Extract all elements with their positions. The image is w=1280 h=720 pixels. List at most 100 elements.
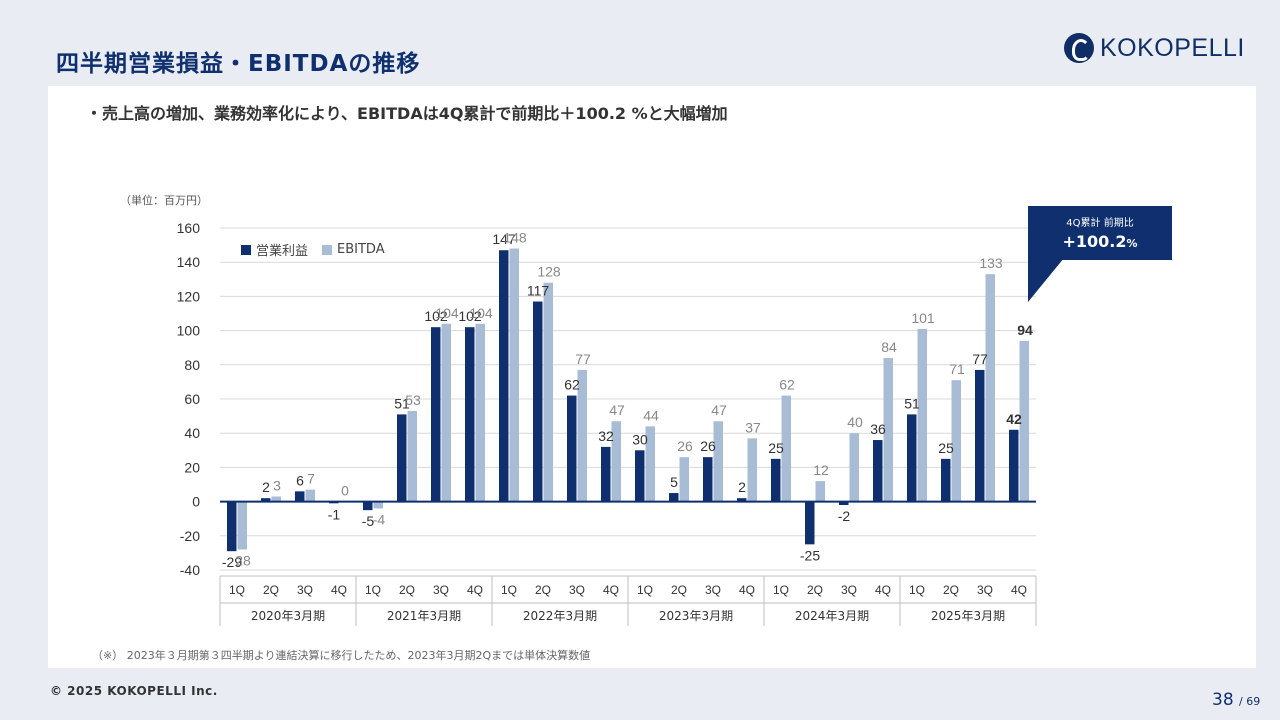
bar-operating-profit xyxy=(533,301,543,502)
bar-operating-profit xyxy=(601,446,611,502)
year-group-label: 2021年3月期 xyxy=(387,609,461,623)
data-label-operating-profit: -29 xyxy=(222,554,242,570)
page-current: 38 xyxy=(1212,690,1234,710)
x-tick-label: 4Q xyxy=(603,583,619,597)
data-label-operating-profit: 2 xyxy=(262,479,270,495)
x-tick-label: 3Q xyxy=(841,583,857,597)
data-label-ebitda: -4 xyxy=(373,511,386,527)
year-group-label: 2023年3月期 xyxy=(659,609,733,623)
data-label-operating-profit: 25 xyxy=(938,440,954,456)
bar-operating-profit xyxy=(839,501,849,506)
data-label-operating-profit: 147 xyxy=(492,231,516,247)
data-label-ebitda: 71 xyxy=(949,361,965,377)
data-label-operating-profit: 51 xyxy=(904,395,920,411)
bar-operating-profit xyxy=(1009,429,1019,502)
data-label-operating-profit: 51 xyxy=(394,395,410,411)
y-tick-label: -20 xyxy=(180,528,200,544)
page-number: 38 / 69 xyxy=(1212,690,1260,710)
legend-item-ebitda: EBITDA xyxy=(322,242,385,257)
bar-ebitda xyxy=(815,481,825,502)
data-label-operating-profit: 6 xyxy=(296,472,304,488)
callout-caption: 4Q累計 前期比 xyxy=(1066,218,1134,229)
bar-ebitda xyxy=(543,282,553,502)
data-label-operating-profit: 36 xyxy=(870,421,886,437)
bar-ebitda xyxy=(645,426,655,502)
data-label-operating-profit: -5 xyxy=(362,513,375,529)
x-tick-label: 2Q xyxy=(399,583,415,597)
bar-ebitda xyxy=(747,438,757,502)
data-label-operating-profit: 5 xyxy=(670,474,678,490)
y-tick-label: 100 xyxy=(177,323,201,339)
bar-ebitda xyxy=(373,501,383,509)
bar-operating-profit xyxy=(703,457,713,502)
bar-ebitda xyxy=(679,457,689,502)
bar-operating-profit xyxy=(397,414,407,502)
data-label-operating-profit: 2 xyxy=(738,479,746,495)
year-group-label: 2020年3月期 xyxy=(251,609,325,623)
data-label-ebitda: 44 xyxy=(643,407,659,423)
bar-ebitda xyxy=(271,496,281,502)
footnote: （※） 2023年３月期第３四半期より連結決算に移行したため、2023年3月期2… xyxy=(92,649,591,662)
copyright: © 2025 KOKOPELLI Inc. xyxy=(50,684,218,698)
x-tick-label: 1Q xyxy=(229,583,245,597)
page-title: 四半期営業損益・EBITDAの推移 xyxy=(56,51,421,77)
x-tick-label: 4Q xyxy=(875,583,891,597)
bar-ebitda xyxy=(577,369,587,502)
growth-callout: 4Q累計 前期比 +100.2% xyxy=(1028,206,1172,260)
x-tick-label: 3Q xyxy=(569,583,585,597)
x-tick-label: 4Q xyxy=(331,583,347,597)
data-label-ebitda: 104 xyxy=(469,305,493,321)
bar-ebitda xyxy=(951,380,961,502)
data-label-operating-profit: 25 xyxy=(768,440,784,456)
data-label-operating-profit: 62 xyxy=(564,377,580,393)
data-label-ebitda: 26 xyxy=(677,438,693,454)
page-total: / 69 xyxy=(1239,695,1261,708)
data-label-ebitda: 133 xyxy=(979,255,1003,271)
y-tick-label: 60 xyxy=(184,391,200,407)
data-label-ebitda: 148 xyxy=(503,230,527,246)
bar-operating-profit xyxy=(261,498,271,502)
x-tick-label: 4Q xyxy=(739,583,755,597)
data-label-ebitda: 94 xyxy=(1017,322,1033,338)
x-tick-label: 2Q xyxy=(943,583,959,597)
x-tick-label: 2Q xyxy=(263,583,279,597)
data-label-ebitda: 7 xyxy=(307,471,315,487)
bar-operating-profit xyxy=(771,458,781,502)
x-tick-label: 4Q xyxy=(467,583,483,597)
data-label-operating-profit: 102 xyxy=(424,308,448,324)
y-tick-label: -40 xyxy=(180,562,200,578)
callout-unit: % xyxy=(1126,237,1138,250)
bar-ebitda xyxy=(883,357,893,502)
logo-text: KOKOPELLI xyxy=(1100,33,1245,62)
x-tick-label: 3Q xyxy=(297,583,313,597)
data-label-ebitda: 37 xyxy=(745,419,761,435)
bar-operating-profit xyxy=(499,250,509,502)
data-label-ebitda: 101 xyxy=(911,310,935,326)
content-panel xyxy=(48,86,1256,668)
y-tick-label: 40 xyxy=(184,425,200,441)
bar-operating-profit xyxy=(635,450,645,502)
callout-value: +100.2% xyxy=(1028,232,1172,251)
data-label-ebitda: 40 xyxy=(847,414,863,430)
bar-operating-profit xyxy=(737,498,747,502)
data-label-ebitda: 53 xyxy=(405,392,421,408)
x-tick-label: 3Q xyxy=(705,583,721,597)
legend-swatch-ebitda xyxy=(322,244,333,255)
bar-operating-profit xyxy=(465,327,475,502)
x-tick-label: 1Q xyxy=(501,583,517,597)
legend-swatch-operating-profit xyxy=(241,244,251,255)
y-tick-label: 120 xyxy=(177,288,201,304)
bar-ebitda xyxy=(509,248,519,502)
kokopelli-logo-icon xyxy=(1064,33,1094,63)
data-label-ebitda: 0 xyxy=(341,483,349,499)
bar-operating-profit xyxy=(431,327,441,502)
bar-ebitda xyxy=(917,328,927,502)
data-label-operating-profit: -25 xyxy=(800,547,820,563)
y-tick-label: 140 xyxy=(177,254,201,270)
data-label-ebitda: 77 xyxy=(575,351,591,367)
bar-operating-profit xyxy=(975,369,985,502)
bar-operating-profit xyxy=(567,395,577,502)
bar-operating-profit xyxy=(805,501,815,545)
x-tick-label: 1Q xyxy=(637,583,653,597)
